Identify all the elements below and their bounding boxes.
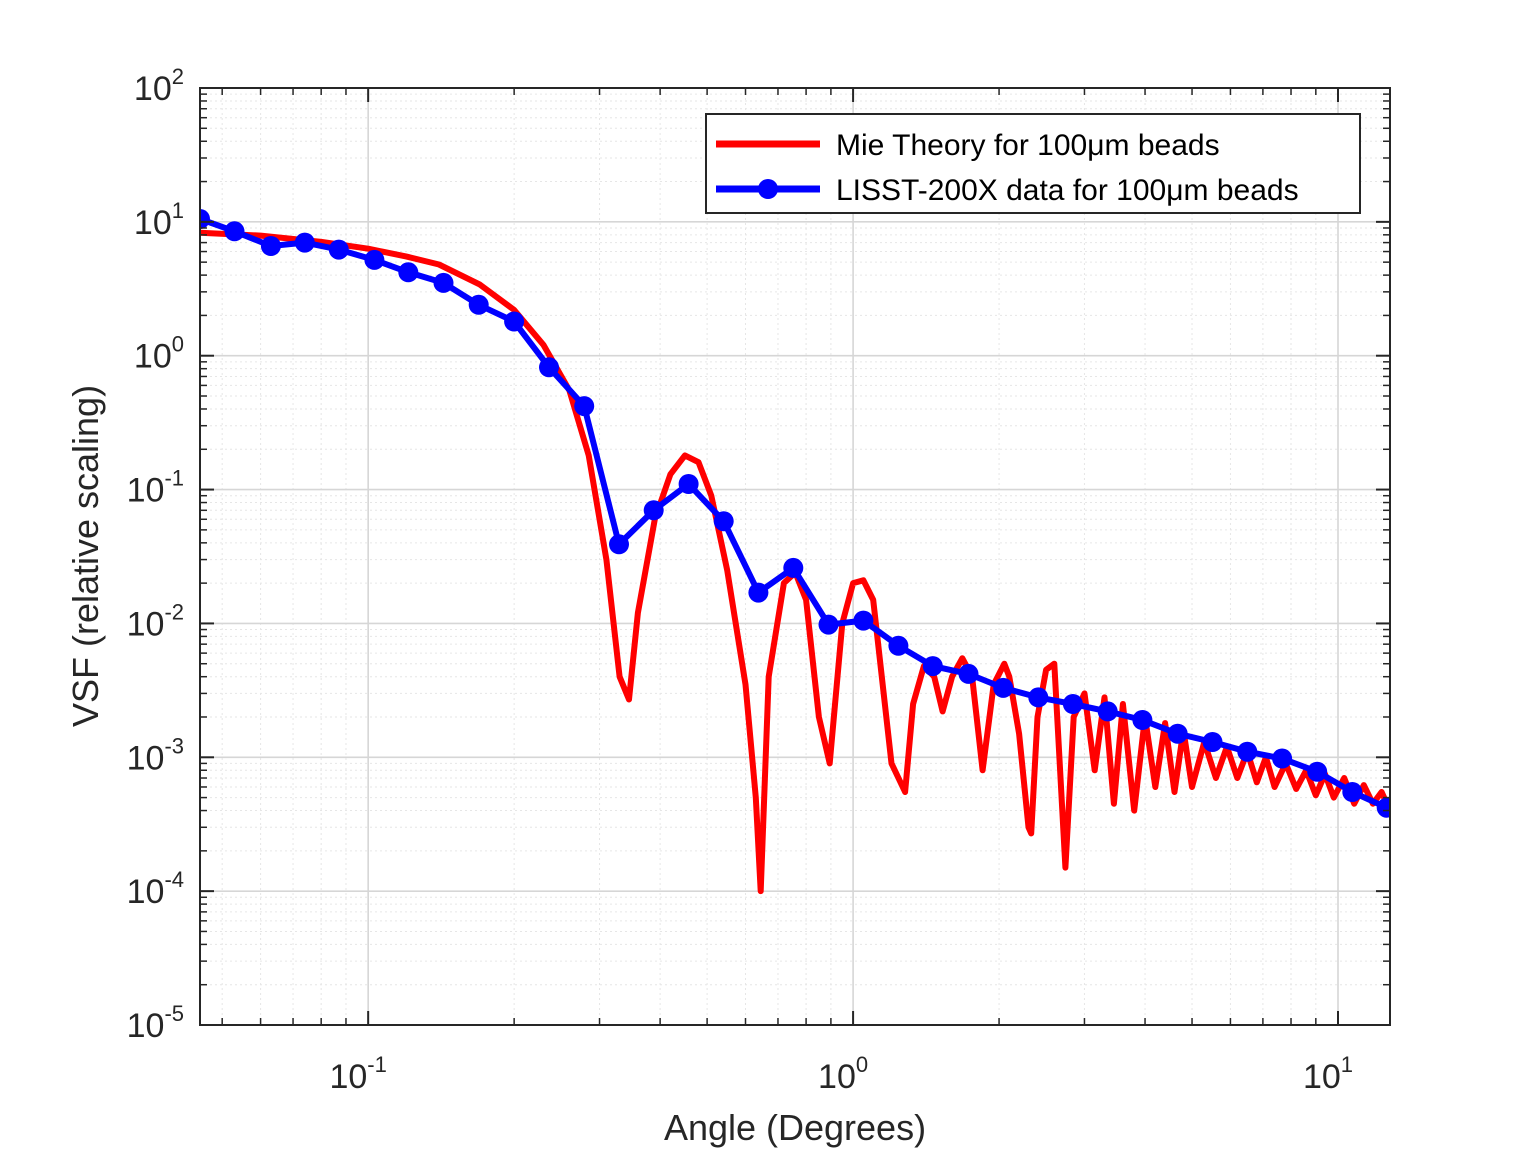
- y-tick-exponent: -4: [164, 867, 184, 892]
- y-tick-exponent: -2: [164, 599, 184, 624]
- y-tick-base: 10: [134, 70, 172, 108]
- y-tick-exponent: 0: [172, 332, 184, 357]
- x-tick-exponent: -1: [367, 1052, 387, 1077]
- data-point: [1237, 741, 1258, 762]
- y-tick-label: 101: [134, 198, 184, 242]
- data-point: [713, 511, 734, 532]
- legend-box: [705, 113, 1361, 214]
- y-tick-exponent: -1: [164, 466, 184, 491]
- y-tick-exponent: 1: [172, 198, 184, 223]
- legend-label-mie: Mie Theory for 100μm beads: [836, 129, 1220, 162]
- legend-marker-lisst: [758, 179, 778, 199]
- axis-ticks: [200, 87, 1390, 1026]
- y-tick-base: 10: [134, 204, 172, 242]
- data-point: [958, 663, 979, 684]
- data-point: [260, 236, 281, 256]
- data-point: [853, 610, 874, 631]
- data-point: [1097, 701, 1118, 722]
- data-point: [1167, 723, 1188, 744]
- data-point: [922, 656, 943, 677]
- y-tick-base: 10: [127, 1007, 165, 1045]
- data-point: [609, 534, 629, 555]
- y-tick-label: 10-4: [127, 867, 184, 911]
- x-tick-label: 100: [818, 1052, 868, 1096]
- data-point: [574, 396, 595, 417]
- data-point: [398, 262, 419, 283]
- legend-label-lisst: LISST-200X data for 100μm beads: [836, 174, 1299, 207]
- data-point: [1132, 710, 1153, 730]
- x-tick-label: 101: [1303, 1052, 1353, 1096]
- data-point: [1272, 748, 1293, 769]
- y-tick-label: 10-2: [127, 599, 184, 643]
- data-point: [1028, 687, 1049, 708]
- y-tick-exponent: -3: [164, 733, 184, 758]
- data-point: [993, 677, 1014, 698]
- data-point: [678, 474, 699, 494]
- data-point: [364, 249, 385, 270]
- y-tick-base: 10: [134, 338, 172, 376]
- data-point: [748, 582, 769, 603]
- y-tick-label: 10-1: [127, 466, 184, 510]
- x-tick-label: 10-1: [329, 1052, 386, 1096]
- data-point: [818, 614, 839, 635]
- x-tick-base: 10: [1303, 1058, 1341, 1096]
- data-point: [888, 635, 909, 656]
- y-tick-label: 10-3: [127, 733, 184, 777]
- x-tick-labels: 10-1 100 101: [329, 1052, 1353, 1096]
- data-point: [328, 239, 349, 260]
- plot-area: [200, 88, 1390, 1025]
- data-point: [1307, 761, 1328, 782]
- data-point: [1342, 782, 1363, 802]
- data-point: [200, 209, 210, 229]
- x-axis-label: Angle (Degrees): [664, 1107, 926, 1148]
- data-point: [1062, 694, 1083, 714]
- series-line-0: [200, 229, 1390, 895]
- legend: Mie Theory for 100μm beads LISST-200X da…: [705, 113, 1361, 214]
- x-tick-exponent: 0: [856, 1052, 868, 1077]
- y-tick-base: 10: [127, 739, 165, 777]
- y-tick-label: 10-5: [127, 1001, 184, 1045]
- data-point: [1376, 797, 1390, 818]
- y-axis-label: VSF (relative scaling): [65, 385, 106, 727]
- y-tick-base: 10: [127, 472, 165, 510]
- series-layer: [200, 209, 1390, 895]
- x-tick-exponent: 1: [1341, 1052, 1353, 1077]
- data-point: [1202, 732, 1223, 752]
- x-tick-base: 10: [329, 1058, 367, 1096]
- data-point: [539, 357, 559, 378]
- data-point: [294, 232, 315, 253]
- data-point: [643, 500, 664, 521]
- data-point: [433, 272, 454, 293]
- y-tick-label: 102: [134, 64, 184, 108]
- y-tick-base: 10: [127, 873, 165, 911]
- data-point: [468, 294, 489, 315]
- plot-frame: [199, 87, 1391, 1026]
- y-tick-exponent: 2: [172, 64, 184, 89]
- y-tick-exponent: -5: [164, 1001, 184, 1026]
- data-point: [224, 221, 245, 242]
- data-point: [783, 557, 804, 578]
- x-tick-base: 10: [818, 1058, 856, 1096]
- y-tick-base: 10: [127, 605, 165, 643]
- y-tick-label: 100: [134, 332, 184, 376]
- data-point: [504, 311, 525, 332]
